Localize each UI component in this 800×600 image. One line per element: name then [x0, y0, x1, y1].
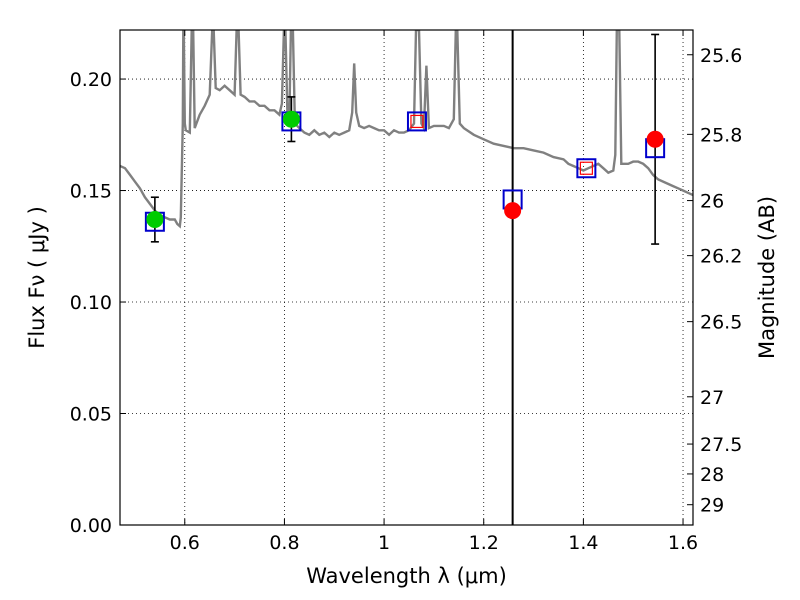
right-tick-label: 26	[700, 191, 724, 213]
x-tick-label: 1.4	[568, 532, 598, 554]
y-tick-label: 0.05	[70, 404, 112, 426]
data-point-square	[576, 158, 597, 179]
y-axis-label: Flux Fν ( μJy )	[25, 206, 49, 349]
right-tick-label: 26.2	[700, 246, 742, 268]
data-point-circle	[146, 211, 164, 229]
x-tick-label: 1	[378, 532, 390, 554]
plot-frame	[119, 29, 694, 526]
x-tick-label: 1.2	[469, 532, 499, 554]
data-point-square	[406, 111, 427, 132]
y-tick-label: 0.00	[70, 515, 112, 537]
y-tick-label: 0.15	[70, 181, 112, 203]
y-tick-label: 0.20	[70, 69, 112, 91]
data-point-square	[579, 161, 593, 175]
data-point-circle	[282, 110, 300, 128]
x-tick-label: 0.8	[269, 532, 299, 554]
plot-area	[120, 30, 693, 525]
data-point-circle	[646, 130, 664, 148]
y-tick-label: 0.10	[70, 292, 112, 314]
data-point-square	[410, 114, 424, 129]
x-tick-label: 1.6	[668, 532, 698, 554]
right-tick-label: 29	[700, 495, 724, 517]
spectrum-line	[120, 30, 693, 229]
y-axis-right-label: Magnitude (AB)	[755, 196, 779, 359]
right-tick-label: 25.6	[700, 45, 742, 67]
right-tick-label: 27.5	[700, 434, 742, 456]
right-tick-label: 28	[700, 464, 724, 486]
right-tick-label: 26.5	[700, 312, 742, 334]
axis-ticks: 0.6 0.8 1 1.2 1.4 1.6 0.00 0.05 0.10 0.15 0.20 25.6…	[70, 30, 742, 554]
grid-lines	[120, 30, 693, 526]
x-axis-label: Wavelength λ (μm)	[306, 564, 507, 588]
right-tick-label: 27	[700, 387, 724, 409]
x-tick-label: 0.6	[170, 532, 200, 554]
data-point-circle	[504, 202, 522, 220]
right-tick-label: 25.8	[700, 124, 742, 146]
